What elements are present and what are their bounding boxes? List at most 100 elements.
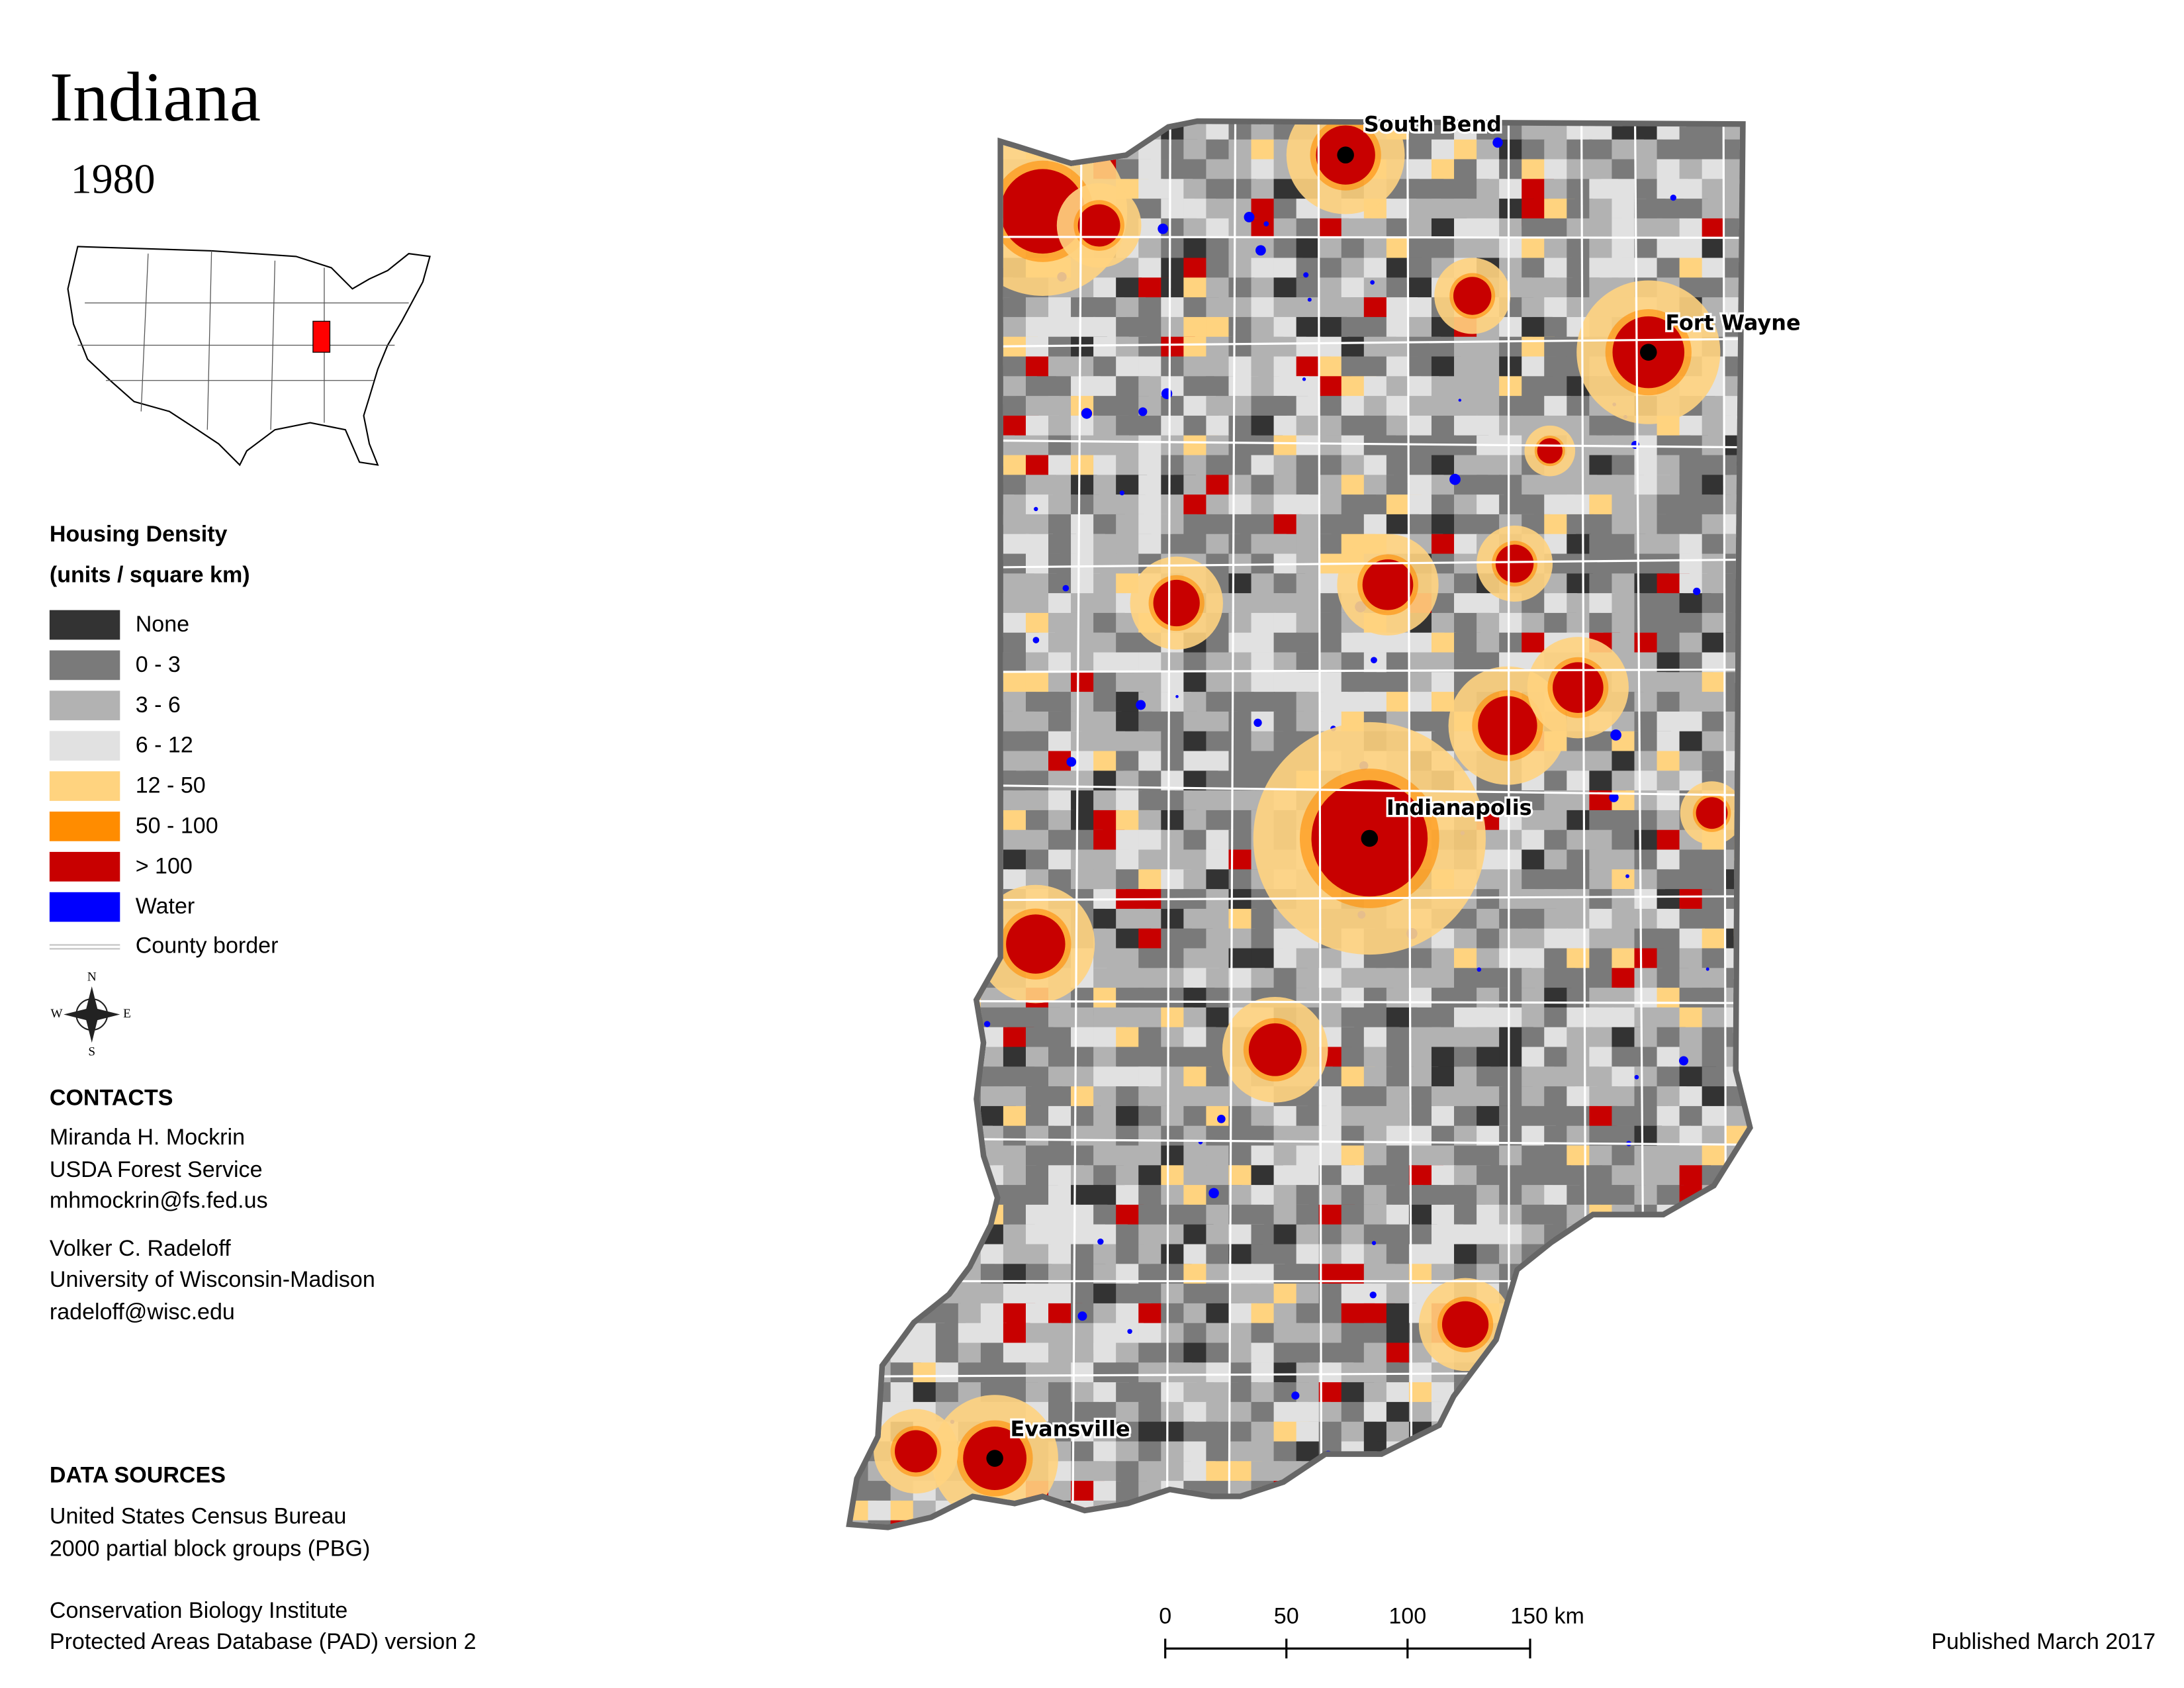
legend-swatch [49,892,120,922]
density-cell [1454,1500,1484,1521]
density-cell [913,968,944,989]
density-cell [1657,1401,1691,1432]
density-cell [958,692,989,720]
density-cell [1724,1185,1747,1206]
density-cell [890,1125,925,1154]
density-cell [890,297,921,318]
density-cell [852,1362,870,1389]
density-cell [1612,1500,1637,1525]
density-cell [1499,1342,1529,1370]
density-cell [1296,1461,1333,1488]
compass-w: W [50,1007,63,1021]
density-cell [1747,988,1772,1012]
density-cell [868,139,901,163]
density-cell [1634,1303,1670,1329]
us-outline [67,246,431,467]
density-cell [1702,1362,1731,1391]
density-cell [935,573,959,600]
density-cell [1679,1401,1705,1426]
water-body [1066,757,1077,767]
density-cell [890,277,925,306]
density-cell [1589,1224,1624,1245]
contact-line: USDA Forest Service [50,1157,263,1182]
density-cell [1612,1520,1647,1525]
density-cell [1477,1362,1514,1391]
density-cell [1747,1303,1782,1328]
water-body [1592,1415,1602,1425]
density-cell [1724,1323,1747,1351]
density-cell [913,455,945,477]
density-cell [1747,436,1779,460]
density-cell [935,396,965,427]
density-cell [1206,475,1232,496]
water-body [1610,729,1621,741]
density-cell [1363,1481,1390,1505]
density-cell [868,889,897,917]
density-cell [1071,435,1097,459]
density-cell [935,277,966,305]
density-cell [1747,179,1777,201]
density-cell [958,435,983,457]
density-cell [913,928,944,954]
density-cell [1183,1520,1208,1525]
density-cell [958,494,993,515]
legend-swatch [49,610,120,640]
density-cell [1589,494,1612,515]
density-cell [852,1342,882,1370]
density-cell [1634,1086,1661,1107]
density-cell [1544,928,1568,952]
density-cell [935,849,961,871]
density-cell [1138,1185,1163,1207]
density-cell [1454,1520,1479,1525]
density-cell [1747,455,1778,485]
density-cell [913,731,950,758]
map-title: Indiana [50,58,261,136]
density-cell [958,711,989,735]
density-cell [1702,1441,1736,1464]
density-cell [1318,1520,1347,1525]
density-cell [958,218,991,238]
density-cell [1724,1303,1747,1333]
density-cell [1747,1008,1772,1031]
density-cell [890,475,920,498]
density-cell [1363,297,1390,320]
city-dot [986,1450,1003,1467]
density-cell [890,810,914,835]
density-cell [1634,1284,1668,1313]
density-cell [852,199,879,222]
density-cell [1634,1382,1670,1404]
density-cell [1747,810,1774,832]
density-cell [868,396,893,423]
density-cell [1048,771,1074,791]
density-cell [1431,514,1459,536]
density-cell [1747,494,1777,516]
water-body [1470,1389,1475,1395]
density-cell [1724,1441,1747,1464]
density-cell [1093,1520,1129,1525]
density-cell [935,908,972,935]
density-cell [935,159,970,190]
density-cell [1747,514,1780,542]
density-cell [935,494,968,522]
water-body [1062,585,1069,592]
urban-core [1077,204,1120,247]
water-body [935,367,944,376]
density-cell [868,124,901,146]
density-cell [1724,1481,1747,1503]
density-cell [1612,124,1638,141]
density-cell [852,751,872,775]
density-cell [958,731,990,757]
density-cell [935,889,960,912]
density-cell [1679,1441,1707,1467]
density-cell [1477,1520,1512,1525]
compass-rose: N W E S [50,970,130,1059]
density-cell [1702,1382,1736,1409]
density-cell [852,1323,878,1344]
density-cell [913,1165,946,1192]
density-cell [1025,1520,1060,1525]
density-cell [1544,1323,1575,1350]
density-cell [1612,1481,1640,1508]
density-cell [1386,1204,1412,1226]
density-cell [913,159,947,188]
density-cell [1567,1401,1594,1425]
